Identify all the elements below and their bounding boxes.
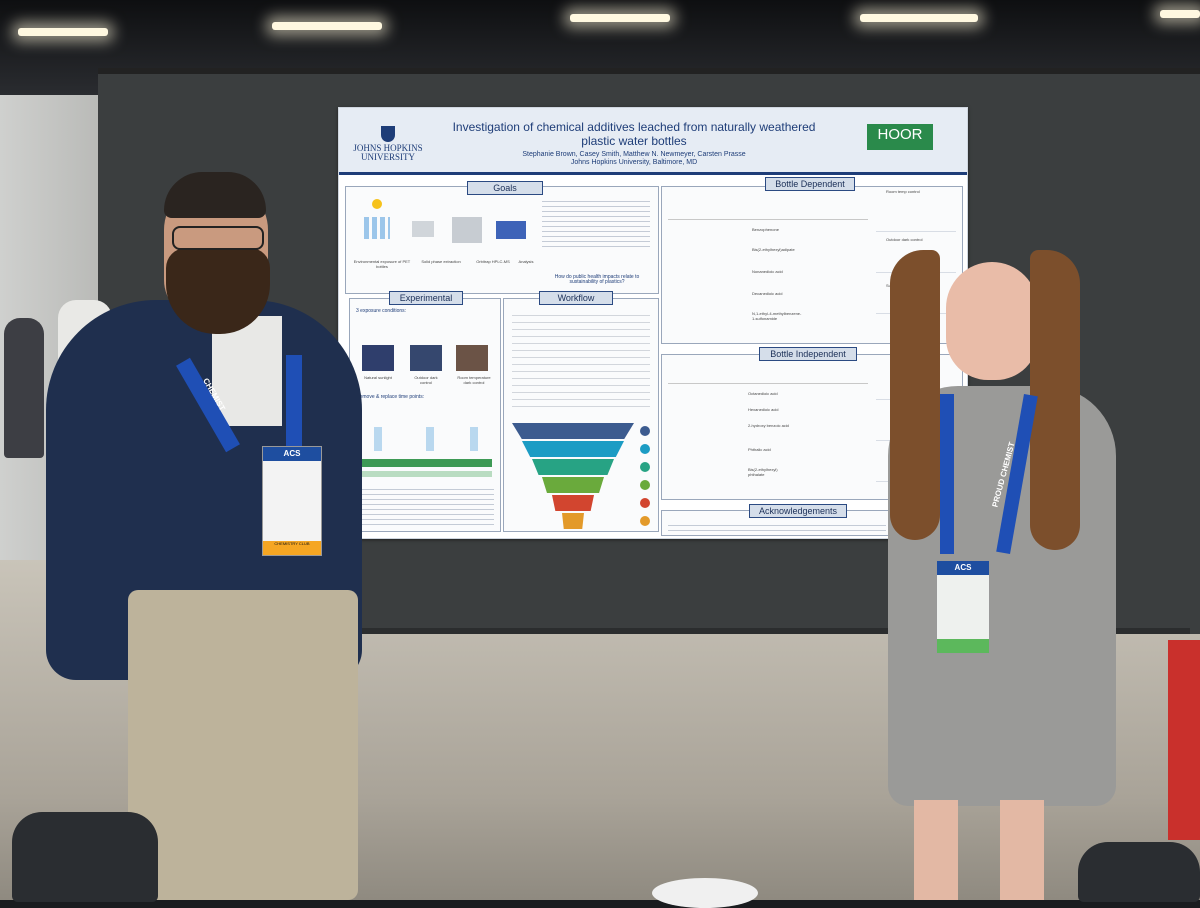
sun-icon bbox=[372, 199, 382, 209]
background-person bbox=[4, 318, 44, 458]
funnel-step bbox=[542, 477, 604, 493]
analysis-icon bbox=[496, 221, 526, 239]
acknowledgements-section bbox=[661, 510, 893, 536]
compound-name: 2-hydroxy benzoic acid bbox=[748, 423, 789, 428]
workflow-heading: Workflow bbox=[539, 291, 613, 305]
ceiling-light bbox=[1160, 10, 1200, 18]
bottles-icon bbox=[364, 217, 390, 239]
room-temp-photo bbox=[456, 345, 488, 371]
poster-header: JOHNS HOPKINS UNIVERSITY Investigation o… bbox=[339, 108, 967, 175]
workflow-section bbox=[503, 298, 659, 532]
extraction-icon bbox=[412, 221, 434, 237]
backpack bbox=[12, 812, 158, 902]
level-icon bbox=[640, 462, 650, 472]
goals-text-block bbox=[542, 197, 650, 247]
research-poster: JOHNS HOPKINS UNIVERSITY Investigation o… bbox=[338, 107, 968, 539]
compound-name: Bis(2-ethylhexyl) phthalate bbox=[748, 467, 778, 477]
organization-logo: HOOR bbox=[867, 124, 933, 150]
goals-step: Analysis bbox=[518, 259, 534, 264]
backpack bbox=[1078, 842, 1200, 902]
floor-sign bbox=[652, 878, 758, 908]
parameters-table bbox=[512, 309, 650, 409]
acknowledgements-heading: Acknowledgements bbox=[749, 504, 847, 518]
woman-leg bbox=[1000, 800, 1044, 900]
compound-name: Decanedioic acid bbox=[752, 291, 783, 296]
man-shirt bbox=[212, 316, 282, 426]
poster-affiliation: Johns Hopkins University, Baltimore, MD bbox=[570, 159, 698, 166]
compound-name: Bis(2-ethylhexyl)adipate bbox=[752, 247, 795, 252]
level-icon bbox=[640, 498, 650, 508]
goals-step: Solid phase extraction bbox=[421, 259, 461, 264]
table-divider bbox=[668, 219, 868, 220]
condition-label: Room temperature dark control bbox=[457, 375, 491, 385]
compound-name: Nonanedioic acid bbox=[752, 269, 783, 274]
ceiling-light bbox=[18, 28, 108, 36]
compound-name: N,1-ethyl-4-methylbenzene-1-sulfonamide bbox=[752, 311, 802, 321]
woman-leg bbox=[914, 800, 958, 900]
crest-icon bbox=[381, 126, 395, 142]
compound-name: Octanedioic acid bbox=[748, 391, 778, 396]
name-badge: ACS bbox=[936, 560, 990, 654]
experimental-section: 3 exposure conditions: Natural sunlight … bbox=[349, 298, 501, 532]
level-icon bbox=[640, 426, 650, 436]
instrument-icon bbox=[452, 217, 482, 243]
woman-hair bbox=[890, 250, 940, 540]
condition-label: Outdoor dark control bbox=[414, 375, 438, 385]
bottle-icon bbox=[374, 427, 382, 451]
timeline-bar bbox=[358, 471, 492, 477]
compound-name: Hexanedioic acid bbox=[748, 407, 779, 412]
university-logo: JOHNS HOPKINS UNIVERSITY bbox=[353, 126, 423, 162]
poster-title: Investigation of chemical additives leac… bbox=[452, 120, 816, 148]
experimental-heading: Experimental bbox=[389, 291, 463, 305]
man-beard bbox=[166, 248, 270, 334]
level-icon bbox=[640, 516, 650, 526]
glasses-icon bbox=[172, 226, 264, 250]
experimental-text-block bbox=[356, 485, 494, 525]
badge-ribbon bbox=[937, 639, 989, 653]
ceiling-light bbox=[272, 22, 382, 30]
woman-hair bbox=[1030, 250, 1080, 550]
goals-section: Environmental exposure of PET bottles So… bbox=[345, 186, 659, 294]
funnel-step bbox=[562, 513, 584, 529]
remove-heading: Remove & replace time points: bbox=[356, 394, 425, 400]
bottle-icon bbox=[426, 427, 434, 451]
chart-label: Room temp control bbox=[886, 189, 920, 194]
bottle-dependent-heading: Bottle Dependent bbox=[765, 177, 855, 191]
red-stand bbox=[1168, 640, 1200, 840]
lanyard-strap bbox=[940, 394, 954, 554]
ceiling-light bbox=[570, 14, 670, 22]
exposure-heading: 3 exposure conditions: bbox=[356, 308, 407, 314]
name-badge: ACS CHEMISTRY CLUB bbox=[262, 446, 322, 556]
funnel-step bbox=[532, 459, 614, 475]
chart-label: Outdoor dark control bbox=[886, 237, 923, 242]
level-icon bbox=[640, 480, 650, 490]
compound-name: Benzophenone bbox=[752, 227, 779, 232]
goals-question: How do public health impacts relate to s… bbox=[554, 274, 640, 285]
goals-heading: Goals bbox=[467, 181, 543, 195]
condition-label: Natural sunlight bbox=[364, 375, 392, 380]
sunlight-photo bbox=[362, 345, 394, 371]
badge-ribbon: CHEMISTRY CLUB bbox=[263, 541, 321, 555]
ceiling-light bbox=[860, 14, 978, 22]
woman-face bbox=[946, 262, 1038, 380]
acknowledgements-text bbox=[668, 521, 886, 533]
lanyard-strap bbox=[286, 355, 302, 455]
man-hair bbox=[164, 172, 266, 218]
bottle-independent-heading: Bottle Independent bbox=[759, 347, 857, 361]
funnel-step bbox=[552, 495, 594, 511]
goals-step: Environmental exposure of PET bottles bbox=[353, 259, 411, 269]
bottle-icon bbox=[470, 427, 478, 451]
goals-step: Orbitrap HPLC-MS bbox=[476, 259, 510, 264]
level-icon bbox=[640, 444, 650, 454]
table-divider bbox=[668, 383, 868, 384]
funnel-step bbox=[522, 441, 624, 457]
poster-authors: Stephanie Brown, Casey Smith, Matthew N.… bbox=[522, 151, 746, 158]
poster-board-base bbox=[350, 628, 1190, 634]
compound-name: Phthalic acid bbox=[748, 447, 771, 452]
outdoor-dark-photo bbox=[410, 345, 442, 371]
timeline-bar bbox=[358, 459, 492, 467]
funnel-step bbox=[512, 423, 634, 439]
man-trousers bbox=[128, 590, 358, 900]
